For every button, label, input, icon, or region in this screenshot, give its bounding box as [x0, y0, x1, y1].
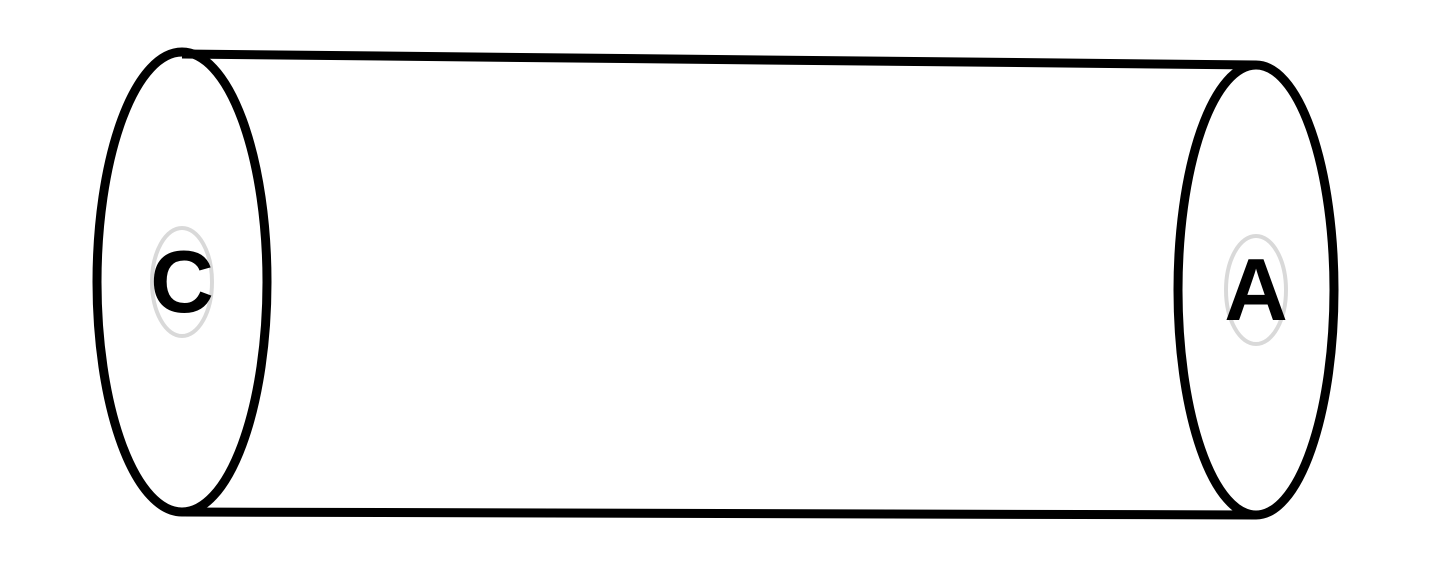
cylinder-diagram: C A [0, 0, 1436, 567]
cylinder-top-edge [182, 54, 1256, 65]
right-face-label: A [1224, 239, 1288, 341]
left-face-label: C [150, 231, 214, 333]
cylinder-bottom-edge [182, 512, 1256, 515]
cylinder-svg [0, 0, 1436, 567]
